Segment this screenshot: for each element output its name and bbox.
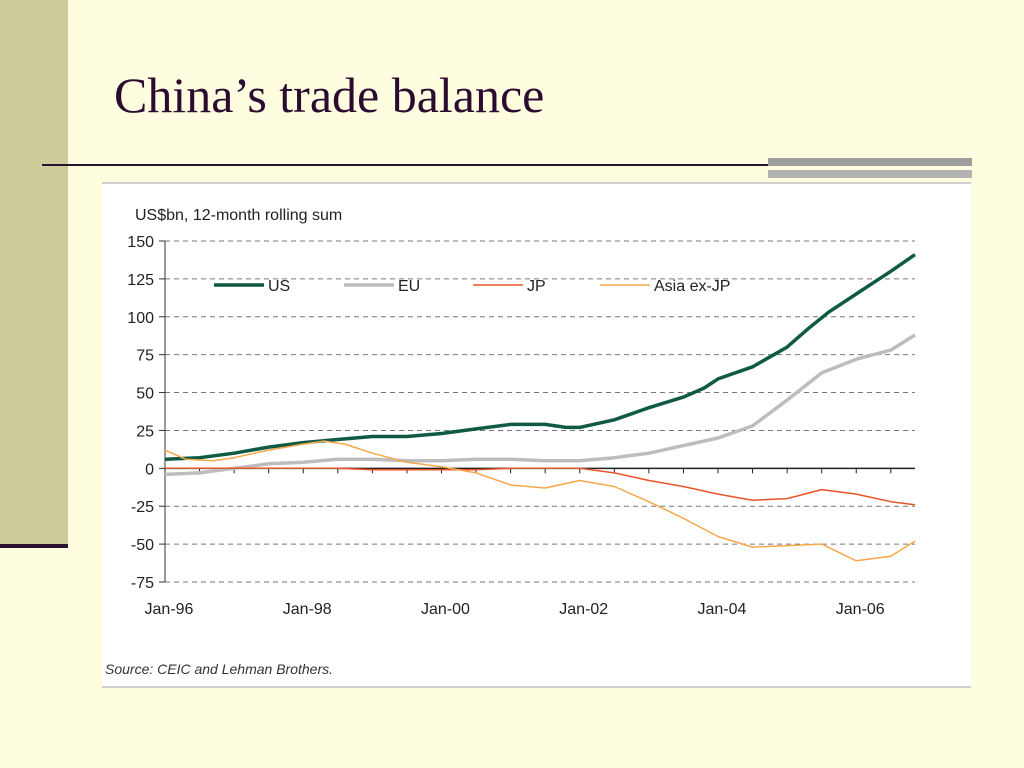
y-tick-label: -25 — [131, 499, 154, 516]
y-axis: 150 125 100 75 50 25 0 -25 -50 -75 — [127, 234, 166, 592]
chart-legend: US EU JP Asia ex-JP — [214, 278, 730, 295]
title-accent-bars — [768, 158, 972, 180]
x-axis: Jan-96 Jan-98 Jan-00 Jan-02 Jan-04 Jan-06 — [145, 467, 915, 618]
chart-series — [164, 253, 916, 562]
legend-label: JP — [527, 278, 546, 295]
x-tick-label: Jan-06 — [836, 601, 885, 618]
series-line-asia-ex-jp — [164, 440, 916, 562]
x-tick-label: Jan-00 — [421, 601, 470, 618]
slide-title: China’s trade balance — [114, 67, 545, 123]
y-tick-label: 50 — [136, 386, 154, 403]
x-tick-label: Jan-04 — [698, 601, 747, 618]
chart-source-note: Source: CEIC and Lehman Brothers. — [105, 661, 333, 677]
chart-unit-label: US$bn, 12-month rolling sum — [135, 207, 342, 224]
series-line-eu — [164, 333, 916, 477]
left-decorative-bar — [0, 0, 68, 544]
y-tick-label: 75 — [136, 348, 154, 365]
y-tick-label: 25 — [136, 423, 154, 440]
series-line-jp — [165, 467, 916, 506]
chart-panel: US$bn, 12-month rolling sum 150 125 100 75 5… — [102, 182, 971, 688]
legend-label: Asia ex-JP — [654, 278, 730, 295]
title-divider — [42, 164, 972, 166]
legend-label: EU — [398, 278, 420, 295]
y-tick-label: 150 — [127, 234, 154, 251]
x-tick-label: Jan-96 — [145, 601, 194, 618]
x-tick-label: Jan-98 — [283, 601, 332, 618]
y-tick-label: 125 — [127, 272, 154, 289]
legend-label: US — [268, 278, 290, 295]
y-tick-label: 100 — [127, 310, 154, 327]
series-line-us — [164, 253, 916, 461]
y-tick-label: -50 — [131, 537, 154, 554]
trade-balance-chart: US$bn, 12-month rolling sum 150 125 100 75 5… — [105, 207, 916, 677]
chart-gridlines — [165, 240, 915, 583]
x-tick-label: Jan-02 — [559, 601, 608, 618]
y-tick-label: 0 — [145, 461, 154, 478]
left-bar-underline — [0, 544, 68, 548]
y-tick-label: -75 — [131, 575, 154, 592]
